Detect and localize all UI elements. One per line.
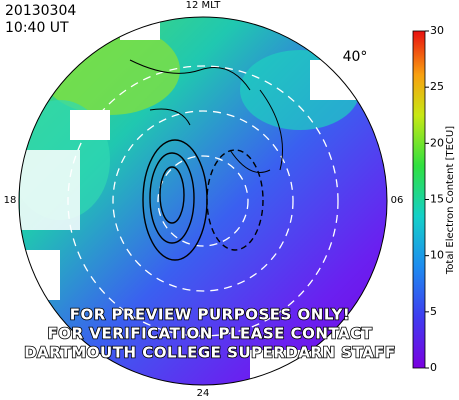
colorbar — [412, 30, 426, 369]
watermark: FOR PREVIEW PURPOSES ONLY! FOR VERIFICAT… — [23, 305, 396, 363]
watermark-line: DARTMOUTH COLLEGE SUPERDARN STAFF — [24, 344, 396, 362]
colorbar-tick-label: 10 — [430, 249, 444, 262]
watermark-line: FOR VERIFICATION PLEASE CONTACT — [48, 325, 373, 343]
colorbar-tick-label: 5 — [430, 305, 437, 318]
latitude-label: 40° — [343, 49, 368, 65]
colorbar-tick-label: 0 — [430, 361, 437, 374]
colorbar-tick-label: 20 — [430, 136, 444, 149]
colorbar-tick-label: 30 — [430, 24, 444, 37]
date: 20130304 — [5, 3, 76, 19]
colorbar-ticks: 0 5 10 15 20 25 30 — [425, 24, 444, 374]
colorbar-label: Total Electron Content [TECU] — [445, 126, 456, 275]
time: 10:40 UT — [5, 20, 69, 36]
left-label: 18 — [4, 195, 17, 206]
map-border — [18, 16, 388, 386]
colorbar-tick-label: 25 — [430, 80, 444, 93]
right-label: 06 — [391, 195, 404, 206]
top-label: 12 MLT — [186, 0, 222, 11]
bottom-label: 24 — [197, 388, 210, 399]
watermark-line: FOR PREVIEW PURPOSES ONLY! — [70, 306, 351, 324]
colorbar-tick-label: 15 — [430, 193, 444, 206]
